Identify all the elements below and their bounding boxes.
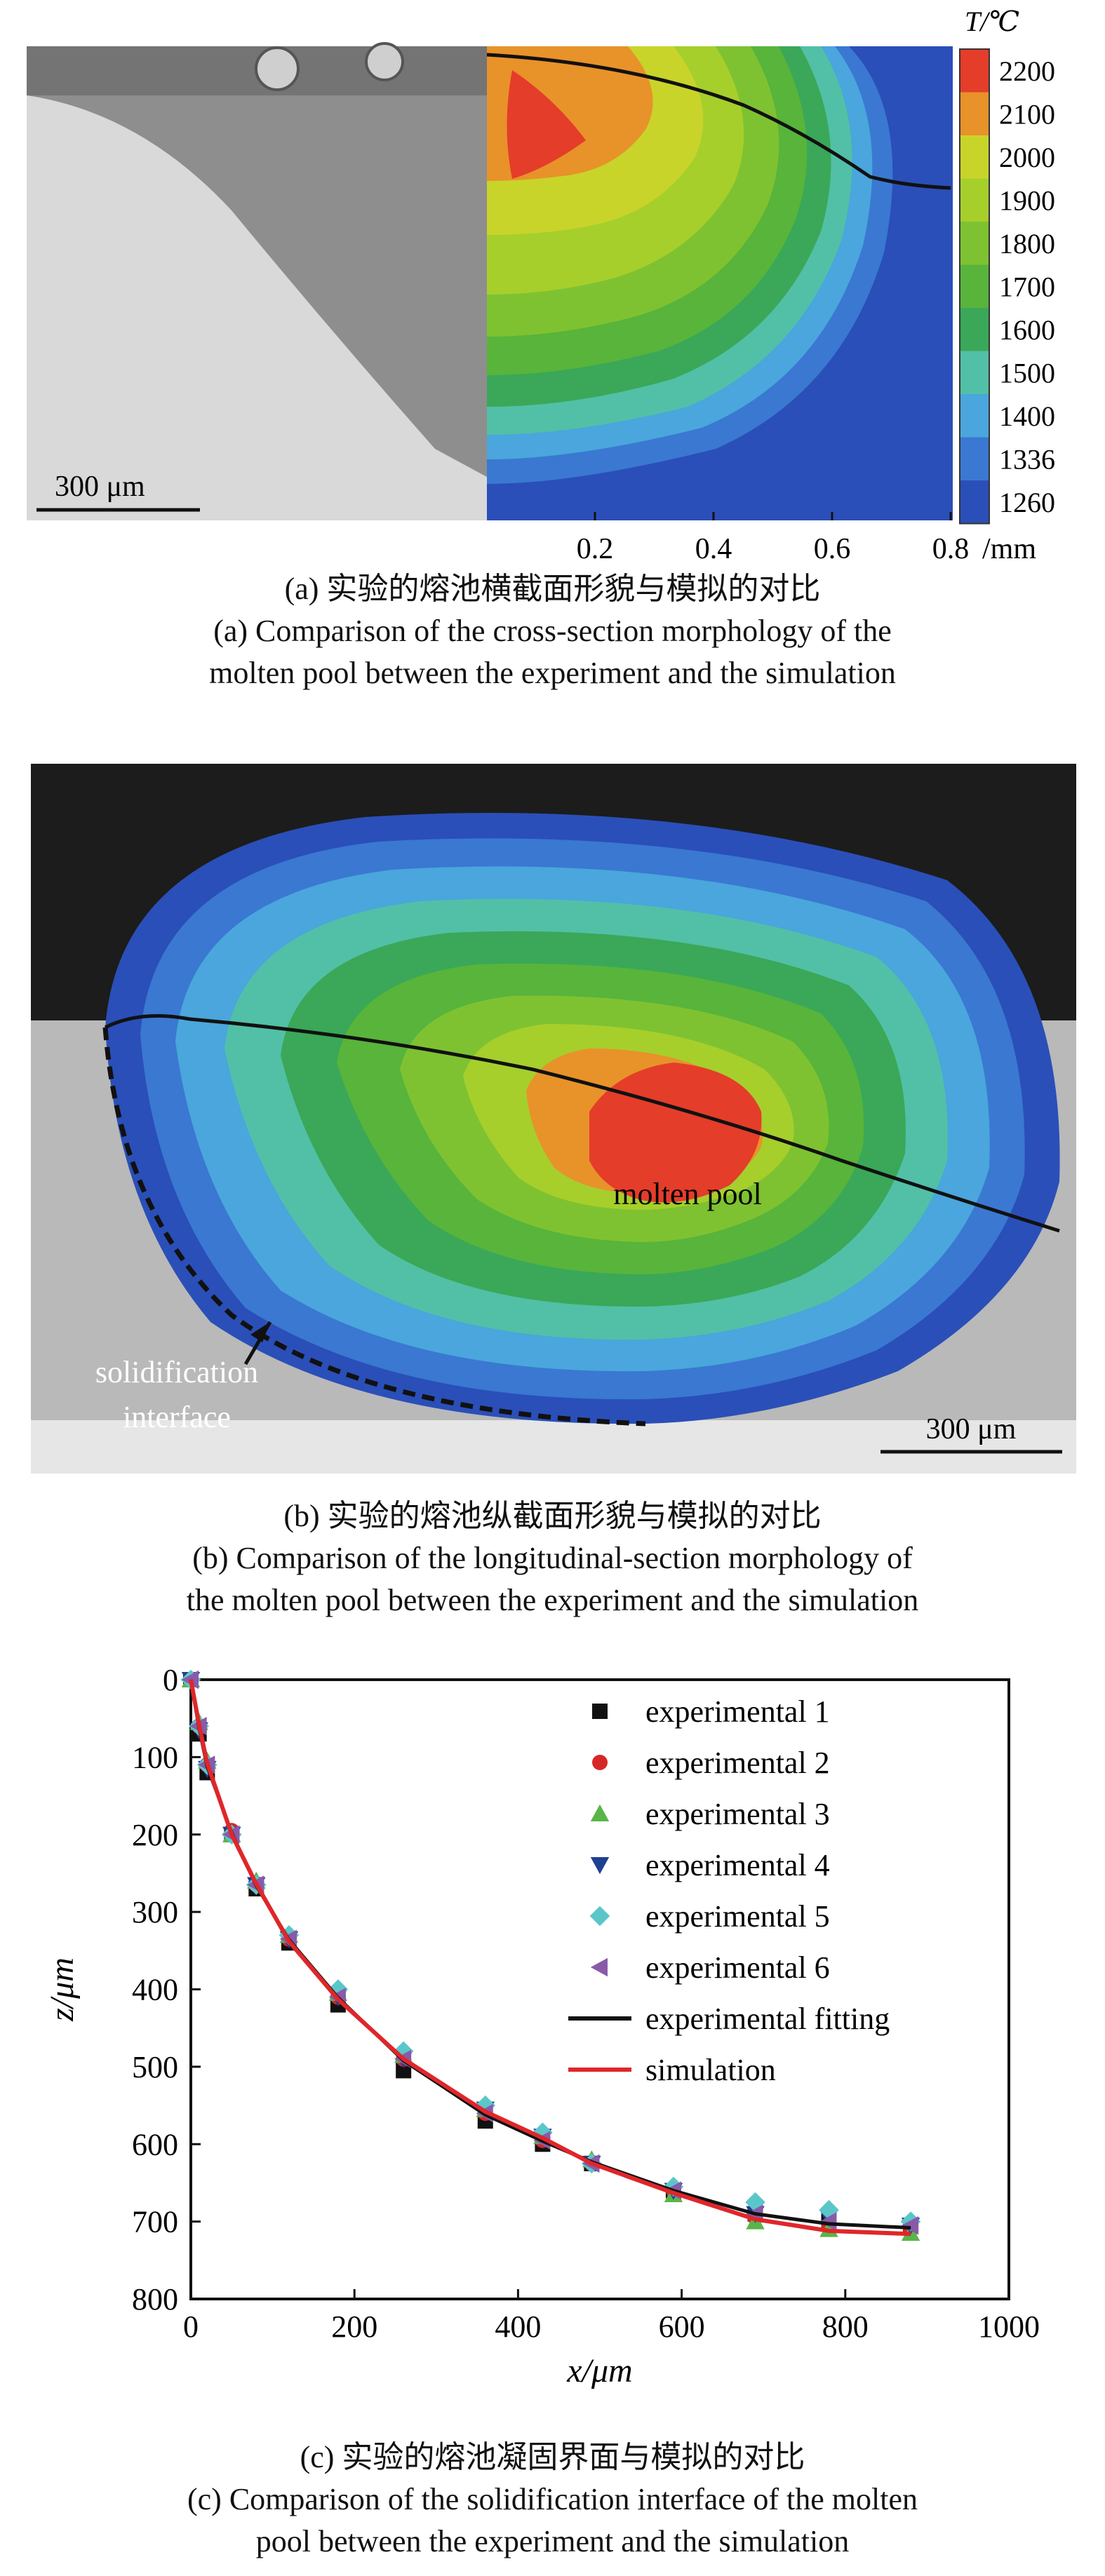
y-axis-label: z/μm [43,1957,81,2022]
solidification-label-2: interface [123,1400,231,1434]
solidification-label-1: solidification [95,1355,258,1389]
colorbar-title: T/℃ [965,6,1019,37]
caption-a-cn: (a) 实验的熔池横截面形貌与模拟的对比 [284,572,821,606]
caption-b-en-2: the molten pool between the experiment a… [186,1583,919,1617]
legend-swatch [592,1755,608,1770]
colorbar-swatch-1500 [960,351,989,394]
data-point-s5 [181,1670,199,1690]
x-tick-a-0.6: 0.6 [814,533,851,565]
x-tick-a-0.4: 0.4 [695,533,732,565]
colorbar-swatch-1260 [960,480,989,524]
legend-swatch [592,1704,608,1719]
x-tick-label: 800 [822,2309,869,2344]
legend-entry: experimental 5 [645,1899,830,1934]
legend-swatch [590,1804,610,1821]
x-tick-label: 0 [183,2309,199,2344]
cross-section-simulation [486,46,953,520]
colorbar-label-1700: 1700 [999,271,1055,302]
series-line-7 [189,1679,911,2237]
colorbar-label-1800: 1800 [999,228,1055,259]
caption-b-en-1: (b) Comparison of the longitudinal-secti… [192,1541,913,1575]
caption-c-en-2: pool between the experiment and the simu… [255,2524,850,2558]
caption-b-cn: (b) 实验的熔池纵截面形貌与模拟的对比 [283,1499,822,1533]
y-tick-label: 400 [132,1973,178,2007]
colorbar-label-2100: 2100 [999,98,1055,130]
colorbar-swatch-1400 [960,394,989,438]
colorbar-label-1400: 1400 [999,400,1055,432]
colorbar-swatch-2000 [960,135,989,179]
legend-entry: experimental 2 [645,1746,830,1780]
colorbar-label-1260: 1260 [999,487,1055,518]
panel-a: 300 μm 2200 2100 2000 1900 1800 1700 1600 1500 1… [27,6,1055,565]
caption-c-en-1: (c) Comparison of the solidification int… [187,2482,918,2516]
plot-frame [189,1678,1010,2300]
y-tick-label: 700 [132,2205,178,2239]
cross-section-micrograph [27,42,487,520]
colorbar-swatch-1700 [960,264,989,308]
legend-entry: experimental fitting [645,2002,890,2036]
colorbar-swatch-2100 [960,92,989,135]
data-point-s5 [901,2216,919,2235]
data-point-s5 [819,2212,837,2231]
x-unit-a: /mm [982,533,1036,565]
caption-a-en-2: molten pool between the experiment and t… [209,656,896,690]
colorbar-label-1336: 1336 [999,443,1055,475]
scale-bar-label-a: 300 μm [55,471,145,503]
cross-section-x-axis: 0.2 0.4 0.6 0.8/mm [577,512,1036,565]
y-tick-label: 300 [132,1895,178,1929]
x-tick-label: 400 [495,2309,541,2344]
legend-entry: simulation [645,2053,776,2087]
colorbar-label-1900: 1900 [999,184,1055,216]
longitudinal-simulation [102,813,1062,1454]
x-tick-label: 1000 [978,2309,1040,2344]
colorbar-label-2200: 2200 [999,55,1055,87]
colorbar-label-2000: 2000 [999,142,1055,173]
caption-c-cn: (c) 实验的熔池凝固界面与模拟的对比 [300,2440,805,2474]
x-tick-label: 200 [331,2309,377,2344]
y-tick-label: 600 [132,2127,178,2162]
legend-entry: experimental 1 [645,1694,830,1729]
legend-swatch [590,1857,610,1875]
colorbar: 2200 2100 2000 1900 1800 1700 1600 1500 1400 1336… [959,48,1055,525]
scale-bar-label-b: 300 μm [926,1413,1017,1445]
legend-entry: experimental 4 [645,1848,830,1882]
legend-entry: experimental 6 [645,1950,830,1985]
data-point-s4 [328,1979,349,2000]
y-tick-label: 0 [163,1663,178,1697]
colorbar-swatch-1336 [960,437,989,480]
plot-area: 0 200 400 600 800 1000 0 100 200 300 400 500 600 700 8… [132,1663,1040,2344]
x-tick-a-0.8: 0.8 [932,533,970,565]
data-point-s4 [475,2095,496,2116]
colorbar-swatch-1800 [960,222,989,265]
x-tick-label: 600 [659,2309,705,2344]
legend-entry: experimental 3 [645,1797,830,1831]
y-tick-label: 100 [132,1740,178,1774]
colorbar-label-1500: 1500 [999,357,1055,389]
caption-a-en-1: (a) Comparison of the cross-section morp… [213,614,892,648]
colorbar-label-1600: 1600 [999,314,1055,346]
colorbar-swatch-2200 [960,49,989,93]
data-point-s0 [396,2063,412,2079]
solidification-interface-chart: 0 200 400 600 800 1000 0 100 200 300 400 500 600 700 8… [43,1663,1040,2389]
y-tick-label: 500 [132,2050,178,2084]
x-tick-a-0.2: 0.2 [577,533,614,565]
colorbar-swatch-1600 [960,308,989,351]
x-axis-label: x/μm [566,2352,632,2389]
panel-b: molten pool solidification interface 300… [31,764,1076,1474]
legend-swatch [589,1906,610,1927]
molten-pool-label: molten pool [613,1177,761,1211]
legend-swatch [590,1957,608,1977]
colorbar-swatch-1900 [960,178,989,222]
y-tick-label: 800 [132,2282,178,2317]
y-tick-label: 200 [132,1818,178,1852]
